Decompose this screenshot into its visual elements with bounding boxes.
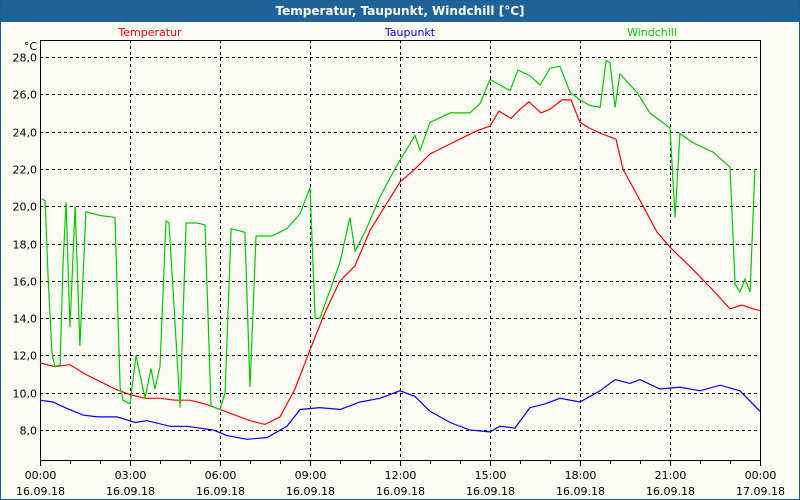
x-tick-time: 06:00	[205, 469, 237, 482]
x-tick-time: 00:00	[25, 469, 57, 482]
x-tick-time: 03:00	[115, 469, 147, 482]
x-tick-date: 16.09.18	[376, 485, 425, 498]
legend: Temperatur Taupunkt Windchill	[117, 26, 677, 39]
x-tick-date: 16.09.18	[286, 485, 335, 498]
x-tick-time: 15:00	[475, 469, 507, 482]
series-lines	[39, 59, 761, 440]
y-axis-unit: °C	[24, 40, 38, 53]
legend-taupunkt: Taupunkt	[384, 26, 436, 39]
y-tick-label: 28,0	[13, 52, 38, 65]
x-tick-date: 16.09.18	[196, 485, 245, 498]
x-tick-date: 16.09.18	[556, 485, 605, 498]
y-tick-label: 14,0	[13, 313, 38, 326]
x-tick-time: 00:00	[745, 469, 777, 482]
x-tick-date: 16.09.18	[16, 485, 65, 498]
x-tick-date: 16.09.18	[646, 485, 695, 498]
y-tick-label: 10,0	[13, 388, 38, 401]
y-tick-label: 22,0	[13, 164, 38, 177]
x-tick-time: 12:00	[385, 469, 417, 482]
window-title: Temperatur, Taupunkt, Windchill [°C]	[1, 1, 799, 22]
x-tick-time: 09:00	[295, 469, 327, 482]
y-tick-label: 16,0	[13, 276, 38, 289]
x-tick-date: 16.09.18	[106, 485, 155, 498]
axes: 8,0 10,0 12,0 14,0 16,0 18,0 20,0 22,0 24,0 26,0 2…	[13, 52, 785, 499]
x-tick-date: 16.09.18	[466, 485, 515, 498]
y-tick-label: 24,0	[13, 127, 38, 140]
legend-temperatur: Temperatur	[117, 26, 182, 39]
series-line-temperatur	[39, 99, 761, 426]
y-tick-label: 18,0	[13, 239, 38, 252]
y-tick-label: 20,0	[13, 201, 38, 214]
y-tick-label: 12,0	[13, 350, 38, 363]
series-line-taupunkt	[39, 378, 761, 440]
x-tick-date: 17.09.18	[736, 485, 785, 498]
x-tick-time: 21:00	[655, 469, 687, 482]
y-tick-label: 26,0	[13, 89, 38, 102]
legend-windchill: Windchill	[627, 26, 677, 39]
y-tick-label: 8,0	[20, 425, 38, 438]
grid	[40, 40, 760, 460]
x-tick-time: 18:00	[565, 469, 597, 482]
series-line-windchill	[41, 59, 756, 411]
